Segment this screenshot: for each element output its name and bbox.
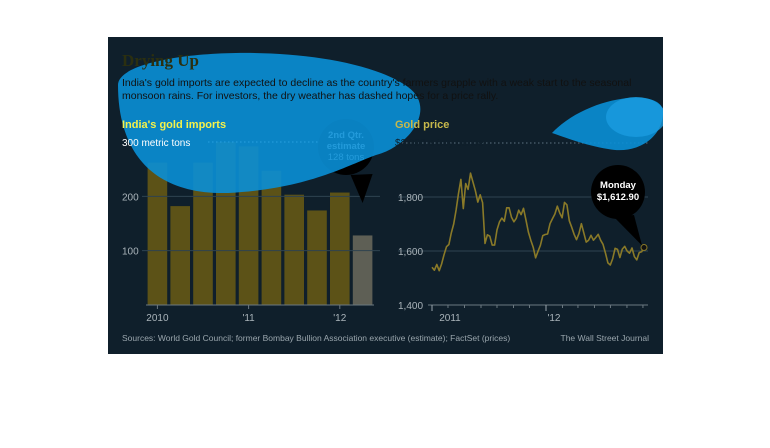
price-end-point	[640, 244, 648, 252]
callout-pointer	[350, 174, 373, 203]
imports-unit-label: 300 metric tons	[122, 138, 191, 149]
x-tick-label: '12	[547, 313, 560, 324]
callout-text: Monday	[600, 180, 637, 191]
callout-pointer	[614, 215, 642, 246]
import-bar	[170, 206, 191, 305]
y-tick-label: 1,600	[398, 247, 423, 258]
publisher-credit: The Wall Street Journal	[560, 333, 650, 343]
y-tick-label: 100	[122, 247, 139, 258]
y-tick-label: 1,400	[398, 301, 423, 312]
x-tick-label: 2010	[146, 313, 169, 324]
imports-chart-title: India's gold imports	[122, 119, 227, 131]
import-bar	[147, 162, 168, 305]
estimate-bar	[352, 235, 373, 305]
x-tick-label: '11	[242, 313, 255, 324]
x-tick-label: 2011	[439, 313, 461, 324]
import-bar	[307, 210, 327, 305]
highlight-overlays	[118, 52, 663, 194]
price-chart: 1,400 1,600 1,800 2011 '12 Monday$1,612.90	[398, 142, 648, 324]
overlay-blob-left	[118, 52, 421, 194]
source-note: Sources: World Gold Council; former Bomb…	[122, 333, 511, 343]
import-bar	[261, 170, 282, 305]
price-unit-label: $2,000 a troy ounce	[395, 138, 484, 149]
callout-text: $1,612.90	[597, 192, 639, 203]
price-chart-title: Gold price	[395, 119, 450, 131]
graphic-dek: India's gold imports are expected to dec…	[122, 77, 632, 102]
price-line	[431, 172, 645, 272]
x-tick-label: '12	[333, 313, 346, 324]
callout-bubble	[591, 165, 645, 219]
overlay-blob-right-core	[606, 97, 663, 137]
y-tick-label: 1,800	[398, 193, 423, 204]
import-bar	[193, 162, 213, 305]
import-bar	[284, 194, 305, 305]
import-bar	[329, 192, 350, 305]
y-tick-label: 200	[122, 192, 139, 203]
graphic-title: Drying Up	[122, 51, 199, 70]
